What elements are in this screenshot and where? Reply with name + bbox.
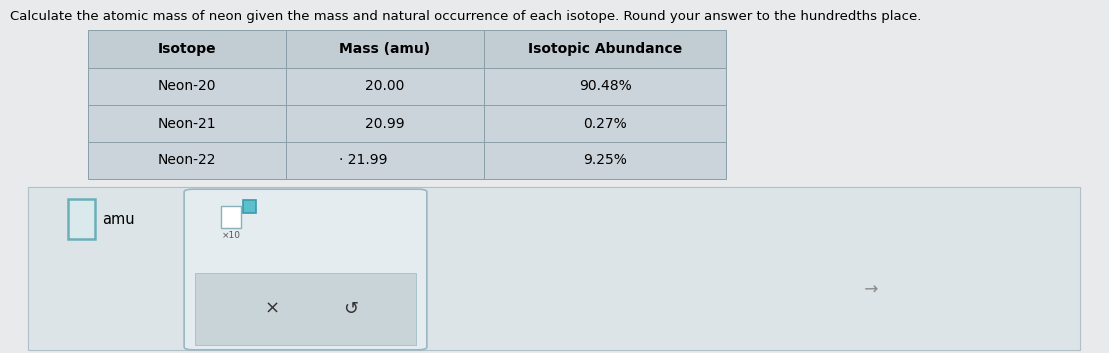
Text: ×: × <box>264 300 279 318</box>
Text: 20.99: 20.99 <box>365 116 405 131</box>
Bar <box>286 142 484 179</box>
Text: Neon-20: Neon-20 <box>157 79 216 94</box>
Bar <box>88 68 286 105</box>
Text: Neon-22: Neon-22 <box>157 154 216 168</box>
Bar <box>88 142 286 179</box>
Text: · 21.99: · 21.99 <box>338 154 387 168</box>
Bar <box>88 30 286 68</box>
Bar <box>221 206 241 228</box>
Bar <box>195 273 416 345</box>
Text: Mass (amu): Mass (amu) <box>339 42 430 56</box>
Text: 0.27%: 0.27% <box>583 116 627 131</box>
Bar <box>484 30 726 68</box>
Text: Isotope: Isotope <box>157 42 216 56</box>
Bar <box>243 200 256 213</box>
Text: ×10: ×10 <box>222 231 241 240</box>
Text: ↺: ↺ <box>343 300 358 318</box>
Bar <box>484 68 726 105</box>
Bar <box>28 187 1080 350</box>
Bar <box>286 30 484 68</box>
Text: Neon-21: Neon-21 <box>157 116 216 131</box>
Text: amu: amu <box>102 211 134 227</box>
Text: Calculate the atomic mass of neon given the mass and natural occurrence of each : Calculate the atomic mass of neon given … <box>10 10 922 23</box>
Bar <box>286 105 484 142</box>
Text: 9.25%: 9.25% <box>583 154 627 168</box>
Text: Isotopic Abundance: Isotopic Abundance <box>528 42 682 56</box>
Text: 90.48%: 90.48% <box>579 79 631 94</box>
FancyBboxPatch shape <box>184 189 427 350</box>
Bar <box>484 142 726 179</box>
Bar <box>286 68 484 105</box>
Bar <box>484 105 726 142</box>
Text: ↗: ↗ <box>858 279 882 301</box>
Bar <box>68 199 95 239</box>
Text: 20.00: 20.00 <box>365 79 405 94</box>
Bar <box>88 105 286 142</box>
